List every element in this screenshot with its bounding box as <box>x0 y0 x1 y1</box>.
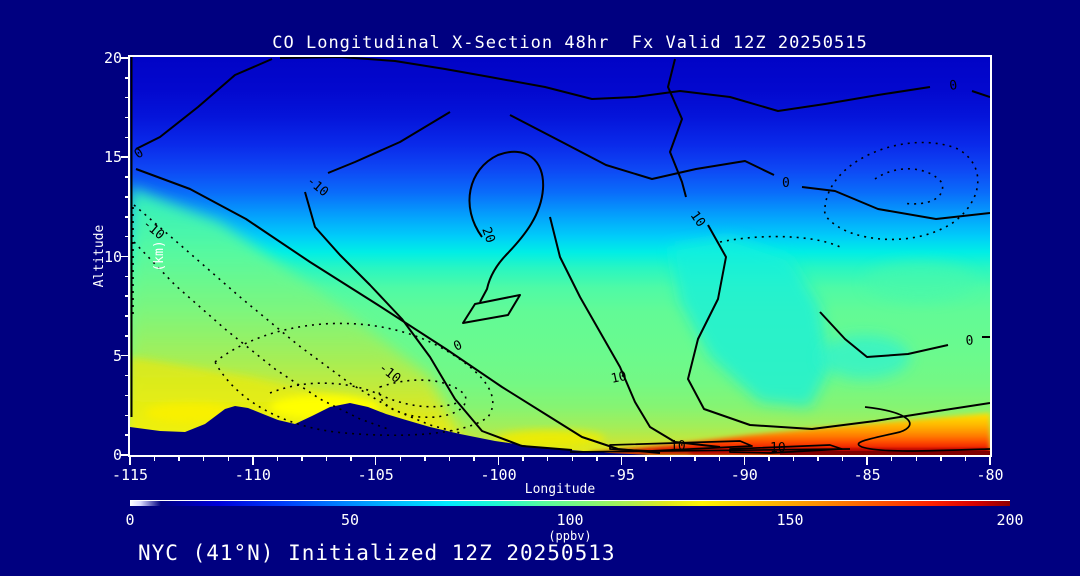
y-tick-label: 20 <box>103 49 122 67</box>
colorbar-tick-label: 50 <box>340 511 360 529</box>
x-tick-mark <box>325 457 328 461</box>
x-tick-mark <box>866 457 868 465</box>
contour-label: 10 <box>687 209 708 230</box>
x-tick-mark <box>768 457 770 461</box>
y-tick-mark <box>121 255 130 258</box>
x-tick-mark <box>596 457 598 461</box>
y-tick-mark <box>125 414 130 417</box>
y-tick-mark <box>125 374 130 377</box>
x-tick-mark <box>890 457 893 461</box>
colorbar-tick-label: 200 <box>996 511 1024 529</box>
x-tick-label: -105 <box>357 466 394 484</box>
x-tick-mark <box>669 457 672 461</box>
y-tick-label: 0 <box>112 446 122 464</box>
x-tick-mark <box>620 457 623 465</box>
x-tick-mark <box>497 457 500 465</box>
x-tick-mark <box>301 457 303 461</box>
x-tick-mark <box>817 457 819 461</box>
contour-label: 0 <box>965 333 974 349</box>
contour-label: 10 <box>610 369 628 387</box>
x-tick-label: -80 <box>976 466 1004 484</box>
x-tick-mark <box>227 457 230 461</box>
x-tick-mark <box>202 457 205 461</box>
x-tick-mark <box>153 457 156 461</box>
x-tick-mark <box>448 457 451 461</box>
y-tick-mark <box>125 315 130 317</box>
colorbar <box>130 500 1010 506</box>
x-tick-mark <box>424 457 426 461</box>
x-tick-mark <box>374 457 377 465</box>
x-tick-mark <box>743 457 746 465</box>
y-tick-mark <box>125 275 130 278</box>
x-tick-mark <box>276 457 279 461</box>
y-tick-mark <box>121 57 130 59</box>
x-tick-mark <box>399 457 402 461</box>
y-tick-mark <box>121 354 130 357</box>
x-tick-mark <box>350 457 352 461</box>
y-tick-mark <box>121 156 130 158</box>
contour-lines-dotted <box>132 141 979 437</box>
terrain-silhouette <box>130 403 650 455</box>
contour-label: 0 <box>782 176 790 191</box>
x-tick-mark <box>571 457 574 461</box>
x-tick-mark <box>546 457 549 461</box>
x-tick-mark <box>252 457 254 465</box>
x-tick-label: -110 <box>234 466 271 484</box>
x-tick-label: -90 <box>730 466 758 484</box>
y-tick-mark <box>125 77 130 79</box>
x-tick-mark <box>522 457 524 461</box>
x-tick-mark <box>915 457 918 461</box>
y-tick-mark <box>125 216 130 218</box>
x-tick-mark <box>129 457 131 465</box>
x-tick-mark <box>964 457 967 461</box>
x-tick-mark <box>694 457 696 461</box>
contour-lines-solid <box>130 57 990 454</box>
x-tick-mark <box>841 457 844 461</box>
y-tick-mark <box>125 335 130 337</box>
chart-title: CO Longitudinal X-Section 48hr Fx Valid … <box>272 33 868 53</box>
contour-label: 0 <box>948 78 958 94</box>
y-tick-label: 10 <box>103 247 122 266</box>
y-tick-mark <box>125 176 130 178</box>
y-tick-label: 5 <box>112 346 122 365</box>
x-axis-title: Longitude <box>524 482 596 497</box>
y-tick-mark <box>125 196 130 198</box>
x-tick-mark <box>989 457 991 465</box>
y-tick-mark <box>125 434 130 436</box>
colorbar-tick-label: 100 <box>556 511 584 529</box>
y-tick-mark <box>125 136 130 139</box>
contour-label: 10 <box>670 439 686 454</box>
x-tick-label: -115 <box>111 466 149 484</box>
y-tick-mark <box>125 295 130 297</box>
y-tick-mark <box>125 235 130 238</box>
x-tick-label: -100 <box>480 466 517 484</box>
x-tick-mark <box>792 457 795 461</box>
contour-label: 20 <box>478 225 497 245</box>
plot-area: 0 -10 -10 20 0 -10 10 10 0 0 10 10 0 <box>128 55 992 457</box>
y-axis-title: Altitude (km) <box>92 224 167 288</box>
colorbar-units-label: (ppbv) <box>548 529 592 543</box>
y-tick-mark <box>125 116 130 119</box>
run-info-annotation: NYC (41°N) Initialized 12Z 20250513 <box>138 541 616 565</box>
x-tick-label: -85 <box>853 466 881 484</box>
colorbar-tick-label: 0 <box>125 511 135 529</box>
x-tick-mark <box>718 457 721 461</box>
x-tick-mark <box>645 457 647 461</box>
colorbar-tick-label: 150 <box>776 511 804 529</box>
x-tick-mark <box>178 457 180 461</box>
x-tick-mark <box>473 457 475 461</box>
y-tick-mark <box>121 454 130 456</box>
y-tick-mark <box>125 394 130 397</box>
contour-label: 10 <box>770 441 786 455</box>
x-tick-label: -95 <box>607 466 635 484</box>
x-tick-mark <box>940 457 942 461</box>
y-tick-label: 15 <box>103 148 122 167</box>
y-tick-mark <box>125 96 130 99</box>
